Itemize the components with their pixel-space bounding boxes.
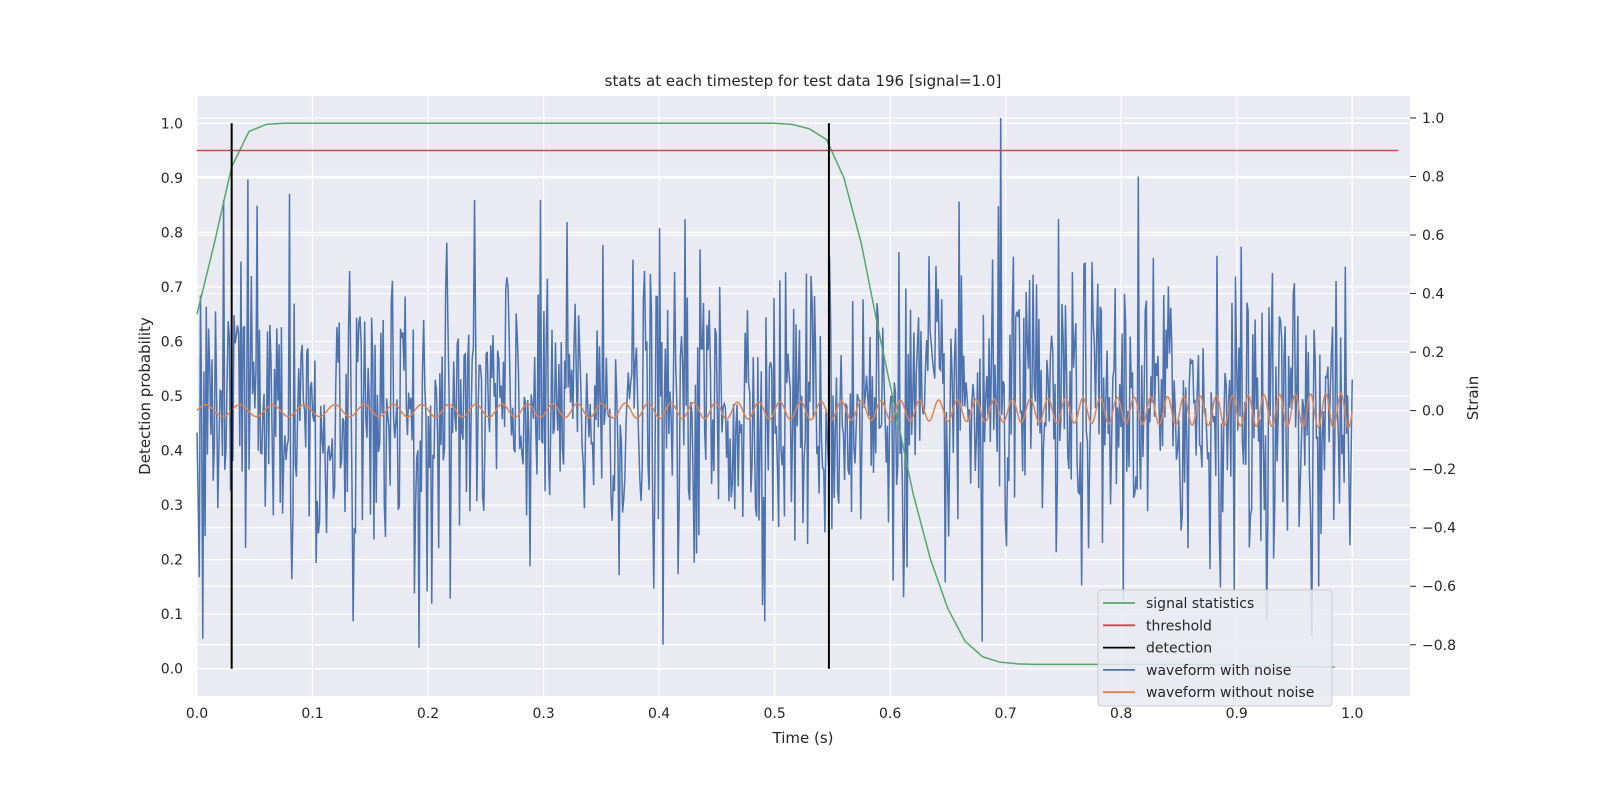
- y-tick-label-left: 0.3: [161, 498, 183, 514]
- y-tick-label-right: 0.6: [1422, 228, 1444, 244]
- series-waveform-with-noise: [196, 117, 1353, 648]
- y-tick-label-left: 0.4: [161, 444, 183, 460]
- y-tick-label-left: 0.8: [161, 225, 183, 241]
- y-tick-label-left: 0.1: [161, 607, 183, 623]
- legend-label: threshold: [1146, 618, 1212, 634]
- y-tick-label-right: −0.8: [1422, 638, 1456, 654]
- y-tick-label-right: 1.0: [1422, 111, 1444, 127]
- y-tick-label-right: −0.4: [1422, 521, 1456, 537]
- x-tick-label: 0.6: [879, 706, 901, 722]
- axis-ticks: 0.0 0.1 0.2 0.3 0.4 0.5 0.6 0.7 0.8 0.9 1.0 0.0 0.1 0…: [161, 111, 1456, 722]
- x-tick-label: 0.2: [417, 706, 439, 722]
- legend: signal statistics threshold detection wavef…: [1097, 589, 1333, 707]
- x-tick-label: 0.8: [1110, 706, 1132, 722]
- y-tick-label-right: 0.0: [1422, 404, 1444, 420]
- legend-label: detection: [1146, 641, 1212, 657]
- y-tick-label-left: 1.0: [161, 116, 183, 132]
- x-tick-label: 0.5: [763, 706, 785, 722]
- y-axis-label-right: Strain: [1464, 376, 1482, 420]
- x-tick-label: 1.0: [1341, 706, 1363, 722]
- y-tick-label-left: 0.6: [161, 334, 183, 350]
- y-tick-label-left: 0.7: [161, 280, 183, 296]
- y-tick-label-left: 0.0: [161, 662, 183, 678]
- x-tick-label: 0.1: [301, 706, 323, 722]
- y-axis-label-left: Detection probability: [136, 317, 154, 475]
- x-tick-label: 0.7: [995, 706, 1017, 722]
- series-signal-statistics: [196, 122, 1335, 668]
- legend-label: waveform with noise: [1146, 663, 1291, 679]
- legend-label: signal statistics: [1146, 596, 1254, 612]
- x-tick-label: 0.9: [1226, 706, 1248, 722]
- y-tick-label-right: 0.8: [1422, 169, 1444, 185]
- chart-title: stats at each timestep for test data 196…: [605, 72, 1002, 90]
- x-tick-label: 0.4: [648, 706, 670, 722]
- y-tick-label-right: 0.2: [1422, 345, 1444, 361]
- series-waveform-without-noise: [196, 392, 1353, 429]
- x-tick-label: 0.0: [186, 706, 208, 722]
- y-tick-label-left: 0.9: [161, 171, 183, 187]
- y-tick-label-right: 0.4: [1422, 287, 1444, 303]
- y-tick-label-right: −0.2: [1422, 462, 1456, 478]
- y-tick-label-right: −0.6: [1422, 579, 1456, 595]
- x-axis-label: Time (s): [772, 729, 834, 747]
- y-tick-label-left: 0.2: [161, 553, 183, 569]
- legend-box: [1097, 589, 1333, 707]
- plot-series: [196, 117, 1399, 669]
- series-detection: [230, 123, 830, 669]
- x-tick-label: 0.3: [532, 706, 554, 722]
- y-tick-label-left: 0.5: [161, 389, 183, 405]
- legend-label: waveform without noise: [1146, 685, 1314, 701]
